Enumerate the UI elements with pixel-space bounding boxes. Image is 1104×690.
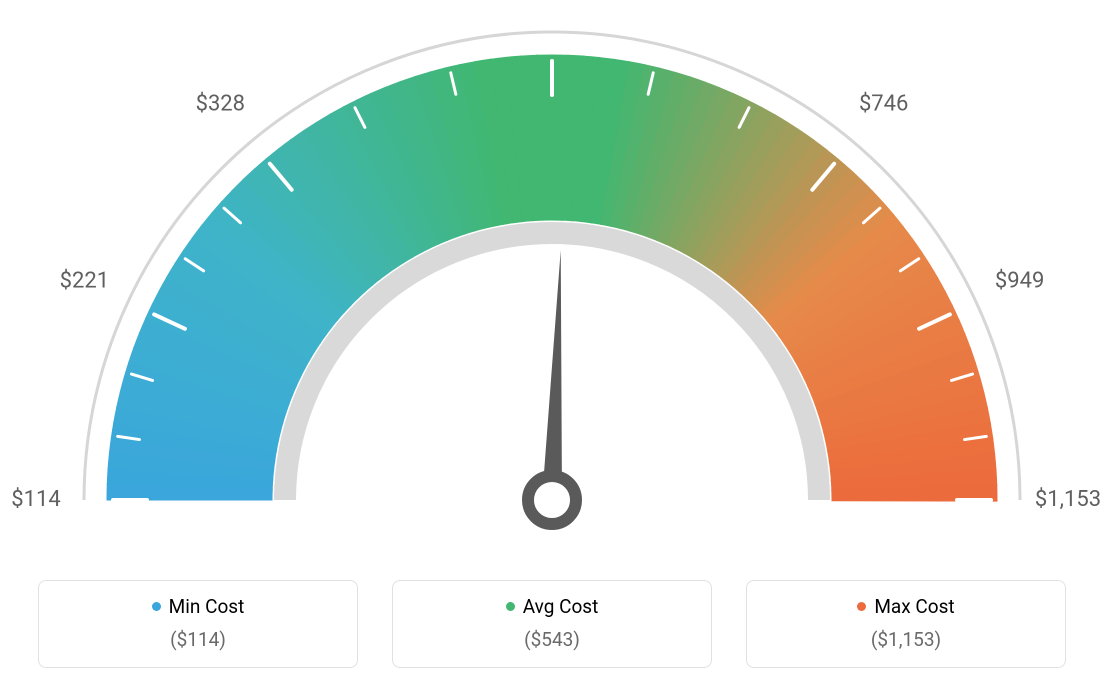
dot-avg <box>506 602 515 611</box>
scale-label: $746 <box>859 92 908 117</box>
scale-label: $949 <box>995 269 1044 294</box>
legend-label-avg-text: Avg Cost <box>523 595 599 618</box>
scale-label: $1,153 <box>1035 487 1101 512</box>
legend-card-max: Max Cost ($1,153) <box>746 580 1066 668</box>
legend-value-min: ($114) <box>49 628 347 651</box>
scale-label: $114 <box>11 487 60 512</box>
gauge-chart-wrap: $114$221$328$543$746$949$1,153 Min Cost … <box>0 0 1104 690</box>
legend-label-min: Min Cost <box>152 595 245 618</box>
dot-min <box>152 602 161 611</box>
legend-card-avg: Avg Cost ($543) <box>392 580 712 668</box>
legend-label-avg: Avg Cost <box>506 595 599 618</box>
legend-label-min-text: Min Cost <box>169 595 245 618</box>
legend-value-avg: ($543) <box>403 628 701 651</box>
needle <box>542 250 562 500</box>
scale-label: $328 <box>196 92 245 117</box>
legend-card-min: Min Cost ($114) <box>38 580 358 668</box>
legend-row: Min Cost ($114) Avg Cost ($543) Max Cost… <box>0 580 1104 668</box>
legend-label-max: Max Cost <box>857 595 954 618</box>
gauge-area: $114$221$328$543$746$949$1,153 <box>0 0 1104 560</box>
needle-hub <box>528 476 576 524</box>
gauge-svg: $114$221$328$543$746$949$1,153 <box>0 0 1104 560</box>
dot-max <box>857 602 866 611</box>
legend-label-max-text: Max Cost <box>874 595 954 618</box>
legend-value-max: ($1,153) <box>757 628 1055 651</box>
scale-label: $221 <box>60 269 109 294</box>
